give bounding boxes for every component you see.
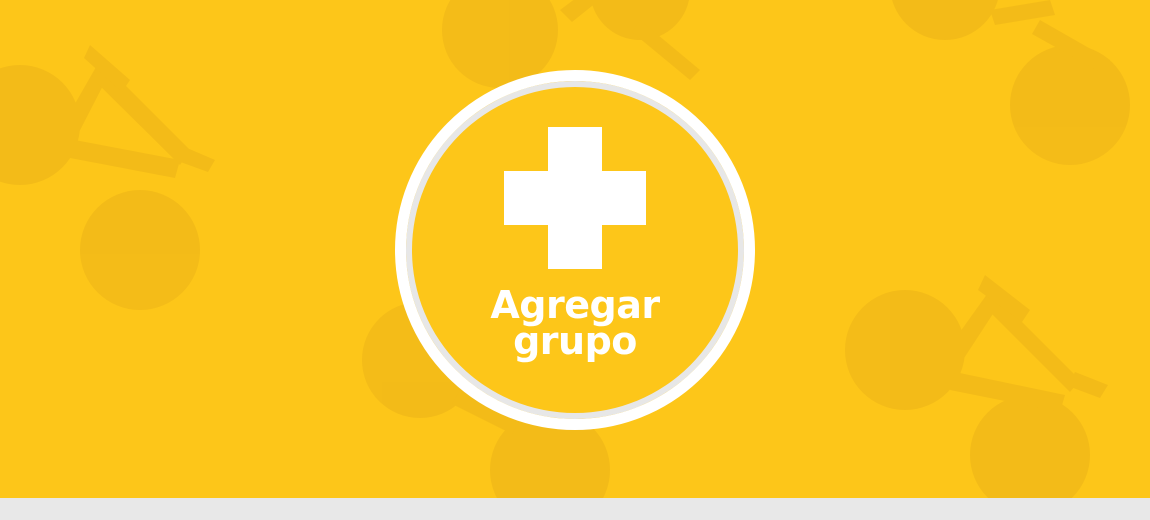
plus-icon <box>504 127 646 269</box>
bicycle-icon <box>0 45 215 310</box>
bicycle-icon <box>845 275 1108 498</box>
bicycle-icon <box>442 0 700 88</box>
add-group-label-line2: grupo <box>513 319 637 363</box>
bicycle-pattern-background <box>0 0 1130 498</box>
add-group-banner: Agregar grupo <box>0 0 1150 498</box>
add-group-label: Agregar grupo <box>406 283 744 363</box>
footer-strip <box>0 498 1150 520</box>
add-group-label-line1: Agregar <box>490 283 660 327</box>
bicycle-icon <box>892 0 1130 165</box>
add-group-button[interactable]: Agregar grupo <box>395 70 755 430</box>
